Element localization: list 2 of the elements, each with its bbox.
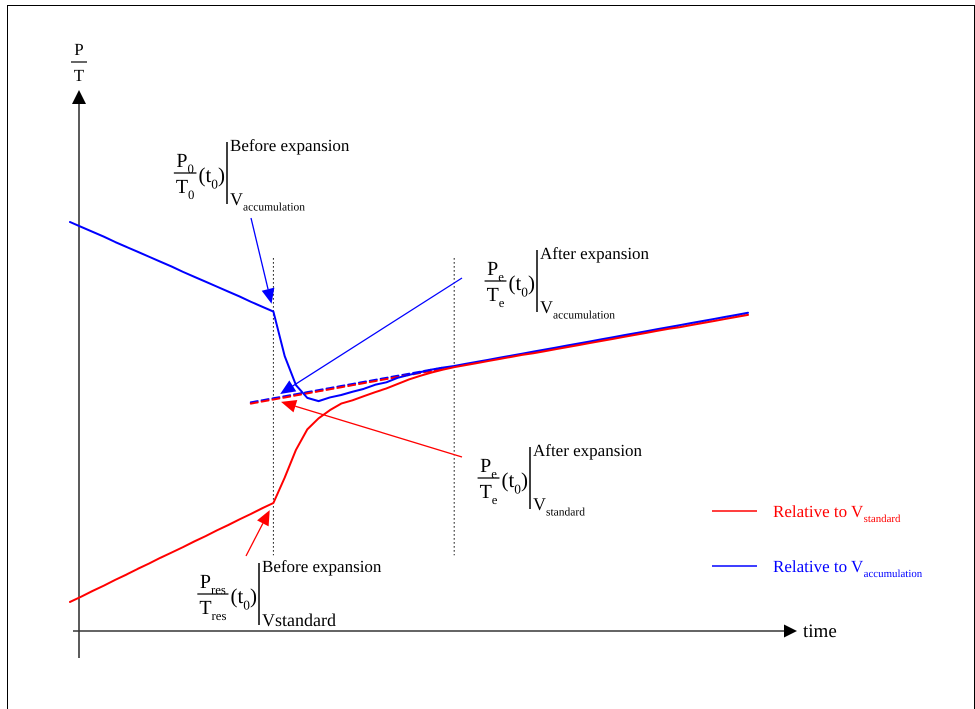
text: P T (74, 40, 85, 85)
x-axis-title: time (803, 621, 837, 642)
